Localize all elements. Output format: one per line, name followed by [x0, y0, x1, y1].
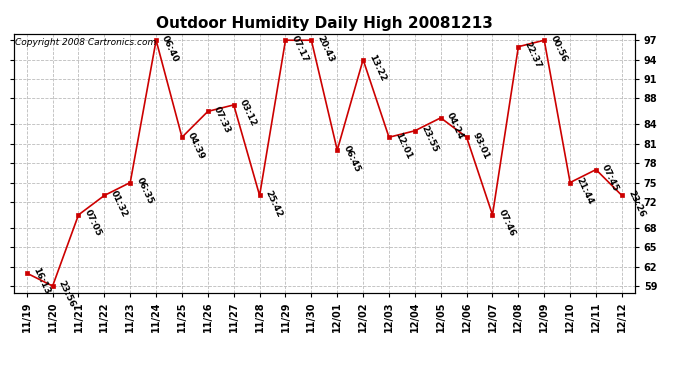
Text: Copyright 2008 Cartronics.com: Copyright 2008 Cartronics.com — [15, 38, 157, 46]
Text: 00:56: 00:56 — [549, 34, 569, 63]
Text: 21:44: 21:44 — [574, 176, 595, 206]
Text: 03:12: 03:12 — [238, 98, 258, 128]
Text: 23:26: 23:26 — [626, 189, 647, 219]
Text: 13:22: 13:22 — [367, 53, 388, 83]
Text: 16:13: 16:13 — [31, 267, 51, 296]
Text: 04:39: 04:39 — [186, 130, 206, 160]
Text: 06:40: 06:40 — [160, 34, 181, 63]
Text: 07:45: 07:45 — [600, 163, 620, 193]
Text: 06:45: 06:45 — [342, 144, 362, 173]
Text: 07:17: 07:17 — [290, 34, 310, 63]
Text: 22:37: 22:37 — [522, 40, 543, 70]
Text: 12:01: 12:01 — [393, 130, 413, 160]
Text: 01:32: 01:32 — [108, 189, 129, 219]
Text: 07:05: 07:05 — [83, 208, 103, 238]
Text: 07:33: 07:33 — [212, 105, 233, 135]
Text: 07:46: 07:46 — [497, 208, 517, 238]
Text: 23:56: 23:56 — [57, 279, 77, 309]
Text: 23:55: 23:55 — [419, 124, 440, 154]
Title: Outdoor Humidity Daily High 20081213: Outdoor Humidity Daily High 20081213 — [156, 16, 493, 31]
Text: 25:42: 25:42 — [264, 189, 284, 219]
Text: 93:01: 93:01 — [471, 130, 491, 160]
Text: 20:43: 20:43 — [315, 34, 336, 63]
Text: 04:24: 04:24 — [445, 111, 465, 141]
Text: 06:35: 06:35 — [135, 176, 155, 206]
